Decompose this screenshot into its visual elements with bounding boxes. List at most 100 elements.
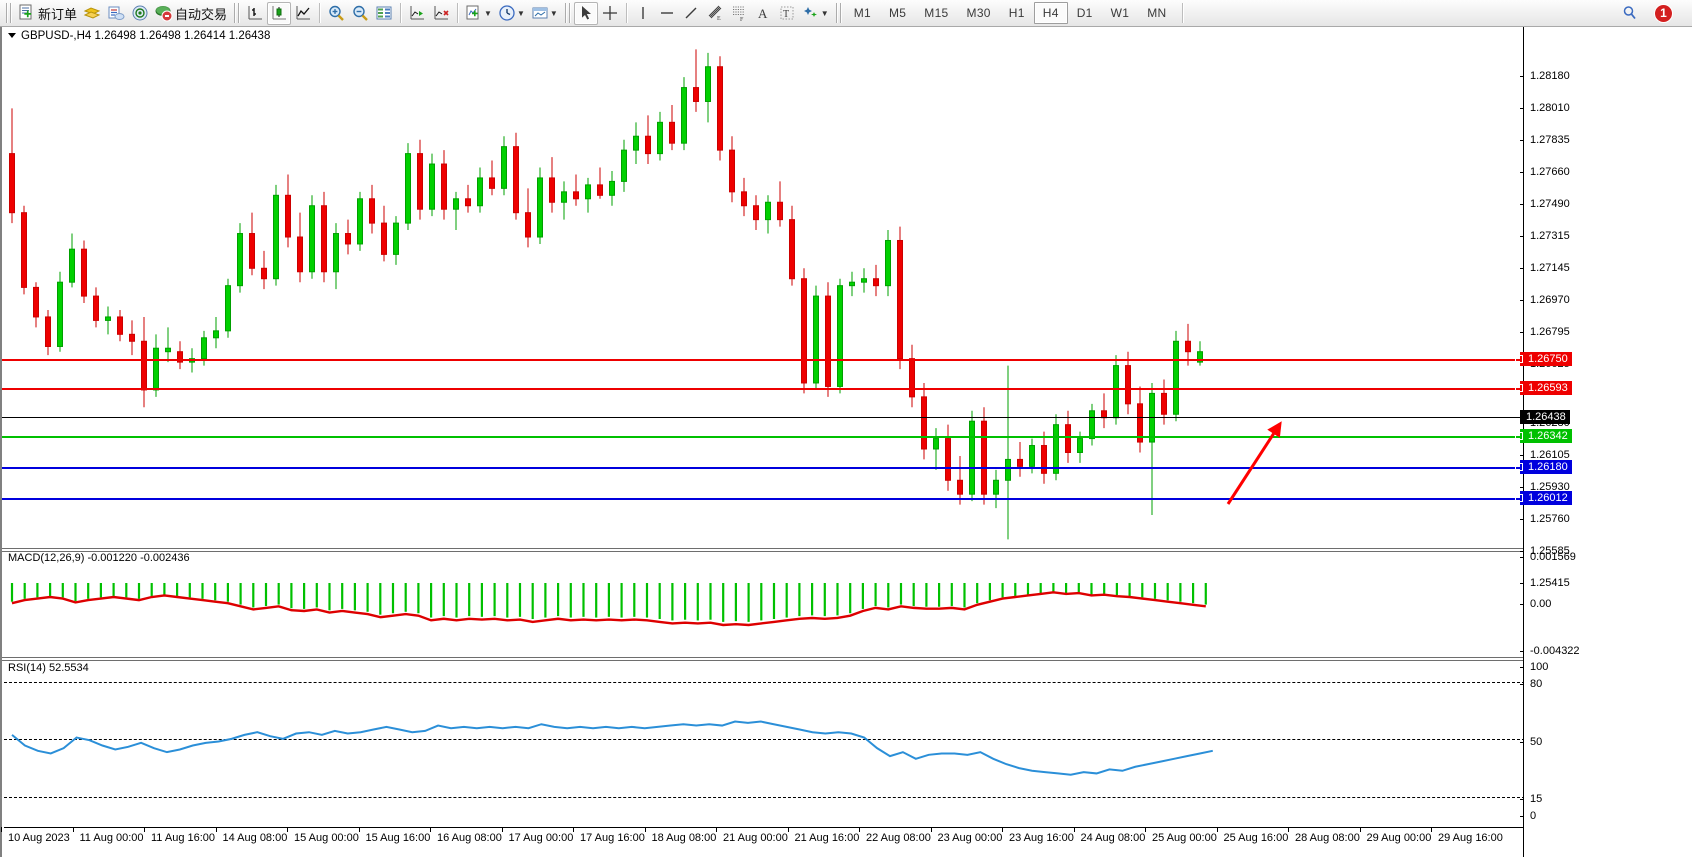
timeframe-m15[interactable]: M15 [924,6,949,20]
auto-scroll-button[interactable] [429,2,453,25]
up-arrow-annotation[interactable] [4,27,1523,857]
crosshair-button[interactable] [598,2,622,25]
period-caret-icon[interactable]: ▼ [516,8,525,18]
price-tag-resistance-2[interactable]: 1.26593 [1515,381,1572,395]
svg-text:E: E [717,16,721,22]
svg-text:F: F [740,17,744,22]
trendline-button[interactable] [679,2,703,25]
price-tag-current-price: 1.26438 [1520,410,1570,424]
axis-tick: 1.27660 [1520,167,1570,178]
time-axis-tick: 28 Aug 08:00 [1288,827,1360,844]
templates-dropdown-icon [531,4,549,22]
equidistant-channel-button[interactable]: E [703,2,727,25]
line-chart-icon [294,4,312,22]
new-order-button[interactable]: 新订单 [15,2,80,25]
price-level-line-1.26180[interactable] [2,467,1523,469]
cursor-button[interactable] [573,1,598,25]
price-level-line-1.26012[interactable] [2,498,1523,500]
zoom-in-button[interactable] [324,2,348,25]
horizontal-line-button[interactable] [655,2,679,25]
toolbar-grip-4[interactable] [834,3,842,23]
macd-series [10,583,1207,627]
macd-panel[interactable] [4,555,1523,655]
time-axis-tick: 16 Aug 08:00 [430,827,502,844]
chart-symbol-bar: GBPUSD-,H4 1.26498 1.26498 1.26414 1.264… [4,27,270,44]
market-watch-button[interactable] [104,2,128,25]
timeframe-w1[interactable]: W1 [1110,6,1130,20]
chart-menu-triangle-icon[interactable] [8,33,16,38]
rsi-level-80 [4,682,1525,683]
vertical-line-icon [634,4,652,22]
price-panel[interactable] [4,45,1523,555]
time-axis-tick: 23 Aug 16:00 [1002,827,1074,844]
price-axis[interactable]: 1.28180 1.28010 1.27835 1.27660 1.27490 … [1515,27,1692,857]
templates-button[interactable] [80,2,104,25]
time-axis-tick: 18 Aug 08:00 [644,827,717,844]
time-axis-tick: 14 Aug 08:00 [215,827,288,844]
toolbar-grip-3[interactable] [563,3,571,23]
timeframe-m1[interactable]: M1 [853,6,871,20]
candlestick-series [9,49,1203,540]
templates-dropdown-button[interactable]: ▼ [528,2,561,25]
timeframe-d1[interactable]: D1 [1076,6,1093,20]
axis-tick: 1.27835 [1520,135,1570,146]
period-button[interactable]: ▼ [495,2,528,25]
toolbar-grip[interactable] [5,3,12,23]
toolbar-grip-2[interactable] [233,3,241,23]
navigator-button[interactable] [128,2,152,25]
price-level-line-1.26593[interactable] [2,388,1523,390]
price-tag-support-blue-2[interactable]: 1.26012 [1515,491,1572,505]
time-axis-tick: 21 Aug 16:00 [787,827,860,844]
indicators-caret-icon[interactable]: ▼ [484,8,492,18]
search-icon [1621,4,1639,22]
text-label-button[interactable]: A [751,2,775,25]
chart-shift-button[interactable] [405,2,429,25]
data-window-button[interactable] [372,2,396,25]
time-axis[interactable]: 10 Aug 2023 11 Aug 00:00 11 Aug 16:00 14 Au… [1,827,1523,857]
macd-axis-tick: -0.004322 [1520,646,1580,657]
candlestick-chart-button[interactable] [267,1,292,25]
zoom-out-button[interactable] [348,2,372,25]
text-button[interactable]: T [775,2,799,25]
price-level-line-1.26342[interactable] [2,436,1523,438]
rsi-axis-tick: 100 [1519,662,1548,673]
bar-chart-button[interactable] [243,2,267,25]
timeframe-h4[interactable]: H4 [1033,2,1068,24]
rsi-panel[interactable] [4,664,1525,827]
timeframe-h1[interactable]: H1 [1008,6,1025,20]
vertical-line-button[interactable] [631,2,655,25]
time-axis-tick: 29 Aug 16:00 [1431,827,1503,844]
time-axis-tick: 25 Aug 16:00 [1216,827,1289,844]
horizontal-line-icon [658,4,676,22]
price-tag-support-green[interactable]: 1.26342 [1515,429,1572,443]
indicators-button[interactable]: ▼ [462,2,495,25]
rsi-level-50 [4,739,1525,740]
rsi-level-15 [4,797,1525,798]
rsi-panel-separator-2 [2,660,1692,661]
notification-button[interactable]: 1 [1648,2,1678,25]
price-level-line-1.26750[interactable] [2,359,1523,361]
timeframe-m5[interactable]: M5 [889,6,907,20]
timeframe-m30[interactable]: M30 [966,6,991,20]
candlestick-chart-icon [270,4,288,22]
objects-button[interactable]: ▼ [799,2,832,25]
time-axis-tick: 24 Aug 08:00 [1073,827,1146,844]
search-button[interactable] [1618,2,1642,25]
timeframe-mn[interactable]: MN [1147,6,1167,20]
line-chart-button[interactable] [291,2,315,25]
notification-badge: 1 [1654,3,1673,23]
templates-icon [83,4,101,22]
chart-area[interactable]: GBPUSD-,H4 1.26498 1.26498 1.26414 1.264… [0,27,1692,857]
market-watch-icon [107,4,125,22]
objects-caret-icon[interactable]: ▼ [820,8,829,18]
auto-trading-button[interactable]: 自动交易 [152,2,230,25]
price-tag-support-blue-1[interactable]: 1.26180 [1515,460,1572,474]
time-axis-tick: 11 Aug 00:00 [72,827,144,844]
axis-tick: 1.25585 [1520,546,1570,557]
period-icon [498,4,516,22]
text-icon: T [778,4,796,22]
fibonacci-button[interactable]: F [727,2,751,25]
templates-caret-icon[interactable]: ▼ [549,8,558,18]
time-axis-tick: 15 Aug 16:00 [358,827,431,844]
price-tag-resistance-1[interactable]: 1.26750 [1515,352,1572,366]
